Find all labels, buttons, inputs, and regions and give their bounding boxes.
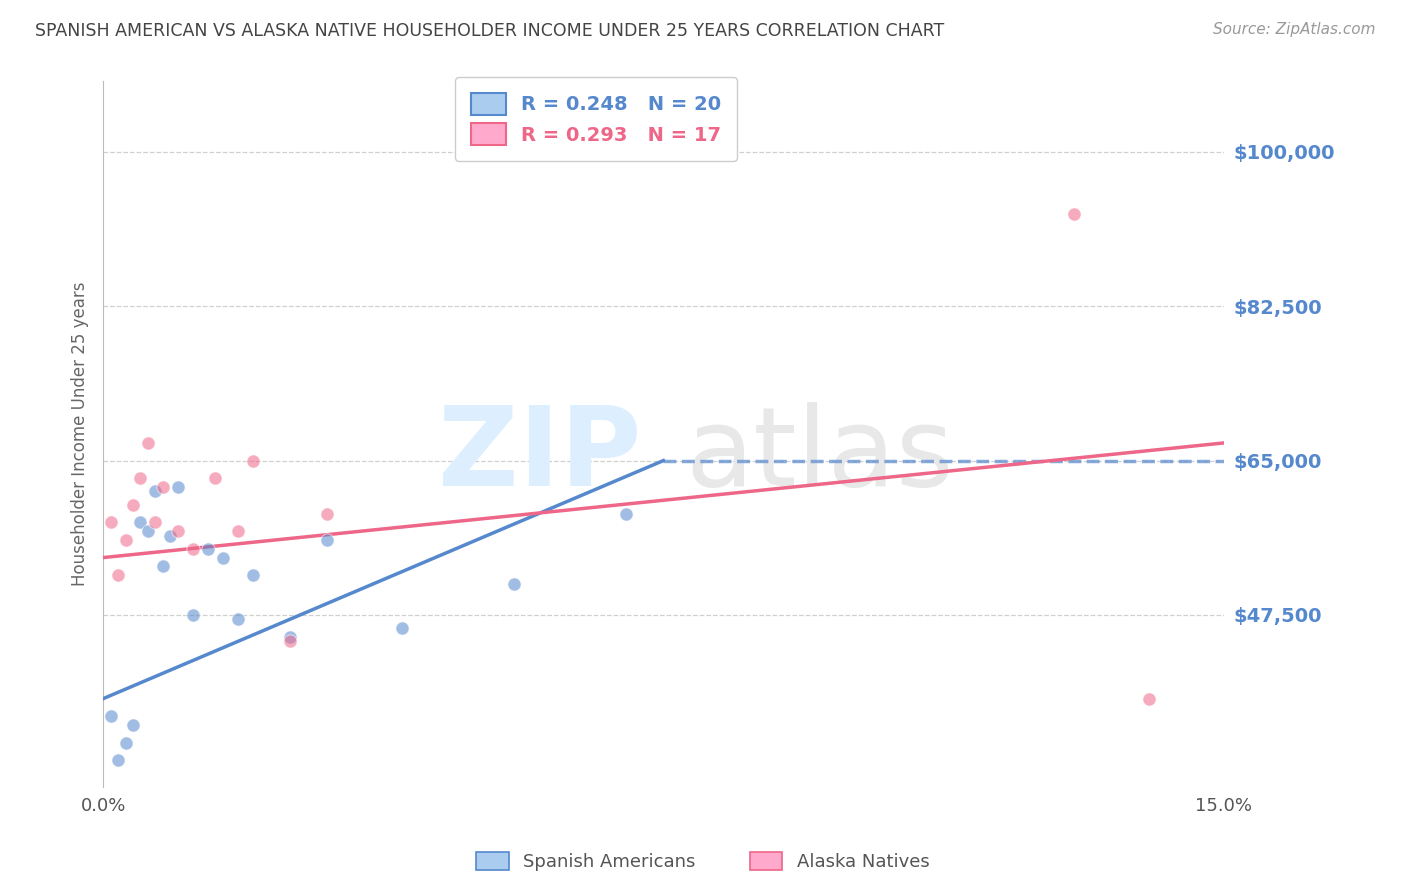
Point [181, 541, 204, 556]
Point [614, 507, 637, 521]
Point [391, 621, 413, 635]
Point [316, 533, 339, 547]
Text: SPANISH AMERICAN VS ALASKA NATIVE HOUSEHOLDER INCOME UNDER 25 YEARS CORRELATION : SPANISH AMERICAN VS ALASKA NATIVE HOUSEH… [35, 22, 945, 40]
Point [152, 559, 174, 574]
Point [316, 507, 339, 521]
Point [1063, 207, 1085, 221]
Legend: Spanish Americans, Alaska Natives: Spanish Americans, Alaska Natives [470, 845, 936, 879]
Point [114, 736, 136, 750]
Point [166, 480, 188, 494]
Point [145, 484, 167, 499]
Point [152, 480, 174, 494]
Point [278, 634, 301, 648]
Point [242, 453, 264, 467]
Point [226, 524, 249, 538]
Legend: R = 0.248   N = 20, R = 0.293   N = 17: R = 0.248 N = 20, R = 0.293 N = 17 [456, 77, 737, 161]
Point [211, 550, 233, 565]
Point [129, 516, 152, 530]
Point [136, 524, 159, 538]
Point [107, 753, 129, 767]
Point [122, 498, 145, 512]
Point [129, 471, 152, 485]
Point [145, 516, 167, 530]
Point [136, 436, 159, 450]
Point [197, 541, 219, 556]
Point [226, 612, 249, 626]
Point [204, 471, 226, 485]
Text: ZIP: ZIP [437, 401, 641, 508]
Text: atlas: atlas [686, 401, 955, 508]
Point [242, 568, 264, 582]
Point [159, 528, 181, 542]
Point [181, 607, 204, 622]
Point [278, 630, 301, 644]
Point [122, 718, 145, 732]
Point [1137, 691, 1160, 706]
Point [503, 577, 526, 591]
Point [107, 568, 129, 582]
Text: Source: ZipAtlas.com: Source: ZipAtlas.com [1212, 22, 1375, 37]
Point [100, 516, 122, 530]
Point [166, 524, 188, 538]
Point [100, 709, 122, 723]
Point [114, 533, 136, 547]
Y-axis label: Householder Income Under 25 years: Householder Income Under 25 years [72, 282, 89, 586]
